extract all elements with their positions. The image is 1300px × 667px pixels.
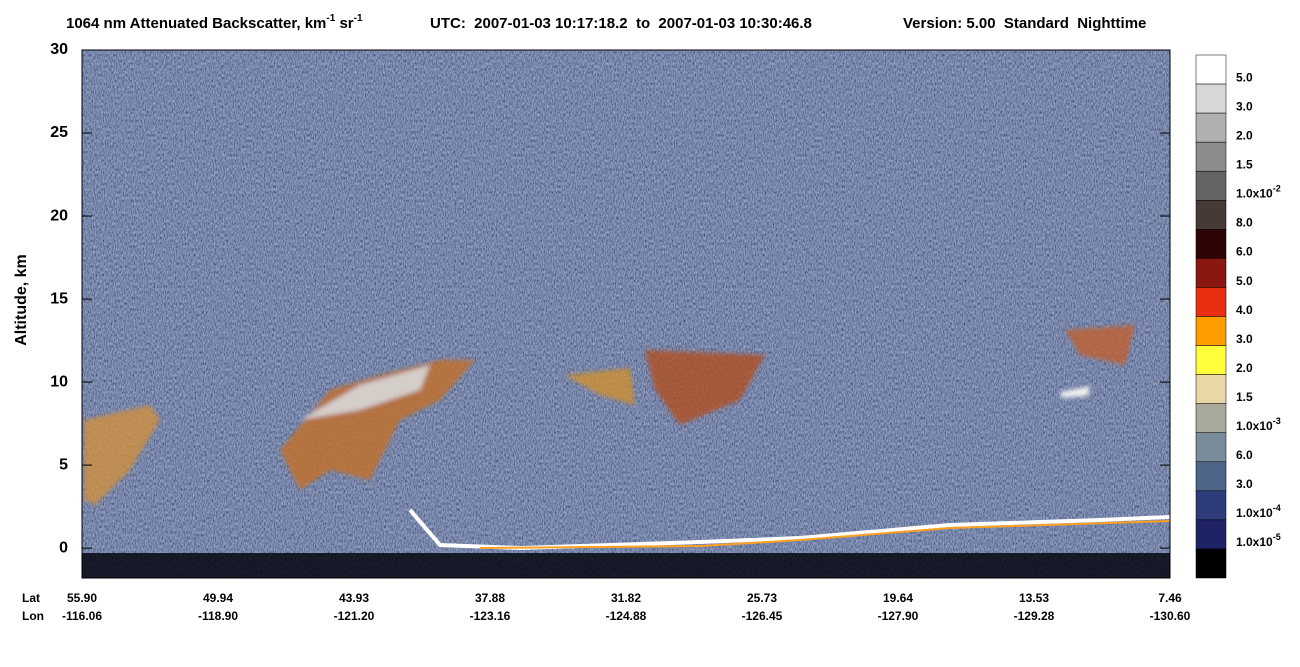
colorbar-swatch <box>1195 490 1227 521</box>
colorbar-swatch <box>1195 287 1227 317</box>
colorbar-label: 2.0 <box>1236 361 1253 375</box>
title-sup: -1 <box>354 13 363 24</box>
x-tick-label: 13.53 <box>1019 591 1049 605</box>
colorbar-label: 5.0 <box>1236 274 1253 288</box>
x-tick-label: 43.93 <box>339 591 369 605</box>
colorbar-swatch <box>1195 548 1227 579</box>
x-tick-label: -123.16 <box>470 609 511 623</box>
colorbar-label-base: 1.0x10 <box>1236 419 1273 433</box>
colorbar-label: 2.0 <box>1236 129 1253 143</box>
colorbar-label-base: 1.0x10 <box>1236 535 1273 549</box>
x-tick-label: 37.88 <box>475 591 505 605</box>
title-text: 1064 nm Attenuated Backscatter, km <box>66 15 326 32</box>
colorbar-label-base: 1.0x10 <box>1236 187 1273 201</box>
colorbar-label: 6.0 <box>1236 245 1253 259</box>
y-tick-label: 20 <box>50 207 68 224</box>
x-tick-label: -129.28 <box>1014 609 1055 623</box>
colorbar-label: 1.0x10-3 <box>1236 416 1281 433</box>
colorbar-label-exp: -3 <box>1273 416 1281 426</box>
colorbar-swatch <box>1195 200 1227 230</box>
colorbar-swatch <box>1195 141 1227 172</box>
colorbar-label: 1.0x10-2 <box>1236 184 1281 201</box>
chart-title: 1064 nm Attenuated Backscatter, km-1 sr-… <box>66 13 363 32</box>
colorbar-label-exp: -4 <box>1273 503 1281 513</box>
colorbar-swatch <box>1195 54 1227 85</box>
y-tick-label: 30 <box>50 41 68 58</box>
plot-frame <box>81 49 1171 579</box>
colorbar-label: 1.0x10-4 <box>1236 503 1281 520</box>
y-tick-label: 5 <box>59 456 68 473</box>
colorbar-label: 3.0 <box>1236 99 1253 113</box>
colorbar-swatch <box>1195 345 1227 375</box>
surface-return <box>408 508 1170 551</box>
x-tick-label: -124.88 <box>606 609 647 623</box>
colorbar-label: 1.0x10-5 <box>1236 533 1281 550</box>
x-tick-label: -116.06 <box>62 609 102 623</box>
y-axis-label: Altitude, km <box>13 254 30 346</box>
x-tick-label: 25.73 <box>747 591 777 605</box>
colorbar-swatch <box>1195 83 1227 114</box>
x-tick-label: -130.60 <box>1150 609 1191 623</box>
colorbar-label: 1.5 <box>1236 390 1253 404</box>
x-tick-label: 49.94 <box>203 591 233 605</box>
x-tick-label: -126.45 <box>742 609 783 623</box>
y-tick-label: 10 <box>50 373 68 390</box>
colorbar-label: 4.0 <box>1236 303 1253 317</box>
x-tick-label: -127.90 <box>878 609 919 623</box>
colorbar-swatch <box>1195 316 1227 346</box>
colorbar-swatch <box>1195 519 1227 550</box>
x-tick-label: -118.90 <box>198 609 238 623</box>
colorbar-swatch <box>1195 170 1227 201</box>
backscatter-image <box>82 50 1170 578</box>
colorbar-label: 5.0 <box>1236 70 1253 84</box>
colorbar-swatch <box>1195 229 1227 259</box>
title-sup: -1 <box>326 13 335 24</box>
y-tick-label: 25 <box>50 124 68 141</box>
image-noise <box>82 50 1170 578</box>
subtitle: UTC: 2007-01-03 10:17:18.2 to 2007-01-03… <box>430 15 812 32</box>
cloud-features <box>84 325 1135 505</box>
colorbar-label-base: 1.0x10 <box>1236 506 1273 520</box>
colorbar-swatch <box>1195 112 1227 143</box>
surface-return-edge <box>479 520 1170 549</box>
title-text: sr <box>335 15 354 32</box>
subsurface <box>82 553 1170 578</box>
colorbar-swatch <box>1195 258 1227 288</box>
x-tick-label: -121.20 <box>334 609 375 623</box>
x-tick-label: 55.90 <box>67 591 97 605</box>
x-tick-label: 31.82 <box>611 591 641 605</box>
version: Version: 5.00 Standard Nighttime <box>903 15 1146 32</box>
colorbar-label-exp: -5 <box>1273 533 1281 543</box>
x-tick-label: 7.46 <box>1158 591 1182 605</box>
colorbar-label: 3.0 <box>1236 332 1253 346</box>
colorbar-swatch <box>1195 403 1227 433</box>
y-tick-label: 0 <box>59 539 68 556</box>
y-tick-label: 15 <box>50 290 68 307</box>
colorbar-swatch <box>1195 432 1227 463</box>
colorbar-label: 3.0 <box>1236 477 1253 491</box>
x-row-name: Lon <box>22 609 44 623</box>
colorbar-label: 6.0 <box>1236 448 1253 462</box>
x-row-name: Lat <box>22 591 40 605</box>
x-tick-label: 19.64 <box>883 591 913 605</box>
colorbar-label-exp: -2 <box>1273 184 1281 194</box>
colorbar-swatch <box>1195 461 1227 492</box>
colorbar-swatch <box>1195 374 1227 404</box>
colorbar-label: 1.5 <box>1236 158 1253 172</box>
colorbar-label: 8.0 <box>1236 216 1253 230</box>
